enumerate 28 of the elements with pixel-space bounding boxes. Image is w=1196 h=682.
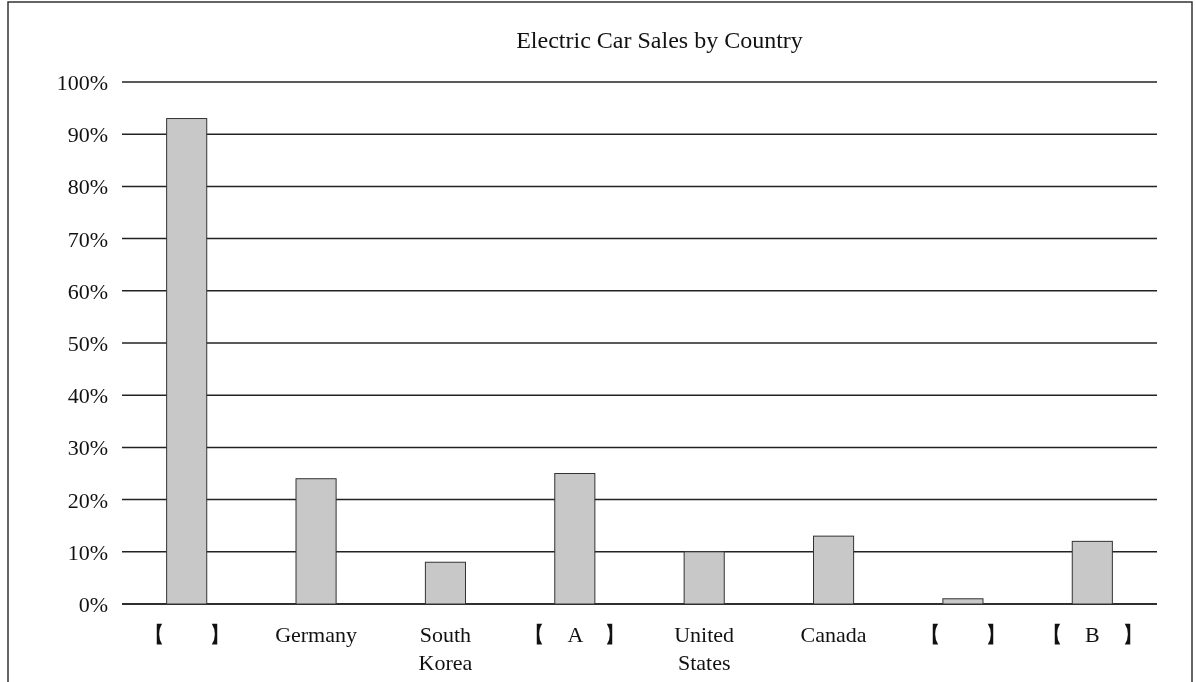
bar — [683, 551, 725, 605]
x-tick-label: 【 】 — [918, 622, 1007, 647]
y-tick-label: 90% — [67, 122, 108, 148]
bar — [424, 561, 466, 605]
chart-title: Electric Car Sales by Country — [516, 27, 803, 53]
y-tick-label: 10% — [67, 539, 108, 565]
x-tick-label: Germany — [275, 622, 357, 647]
x-tick-label: South Korea — [418, 622, 473, 675]
y-tick-label: 0% — [78, 592, 108, 617]
x-tick-label: Canada — [800, 622, 867, 647]
y-tick-label: 80% — [67, 174, 108, 200]
x-tick-label: United States — [674, 622, 735, 675]
bar — [295, 478, 337, 605]
y-tick-label: 100% — [56, 70, 108, 95]
y-tick-label: 70% — [67, 226, 108, 252]
bar — [554, 473, 596, 605]
bar — [166, 118, 208, 605]
y-tick-label: 40% — [67, 383, 108, 409]
x-tick-label: 【 A 】 — [523, 622, 627, 647]
x-tick-label: 【 】 — [142, 622, 231, 647]
y-tick-label: 20% — [67, 487, 108, 513]
bar — [942, 598, 984, 605]
y-tick-label: 30% — [67, 435, 108, 461]
y-tick-label: 60% — [67, 278, 108, 304]
x-tick-label: 【 B 】 — [1040, 622, 1144, 647]
bar — [813, 535, 855, 605]
y-tick-label: 50% — [67, 331, 108, 356]
bar — [1071, 540, 1113, 605]
